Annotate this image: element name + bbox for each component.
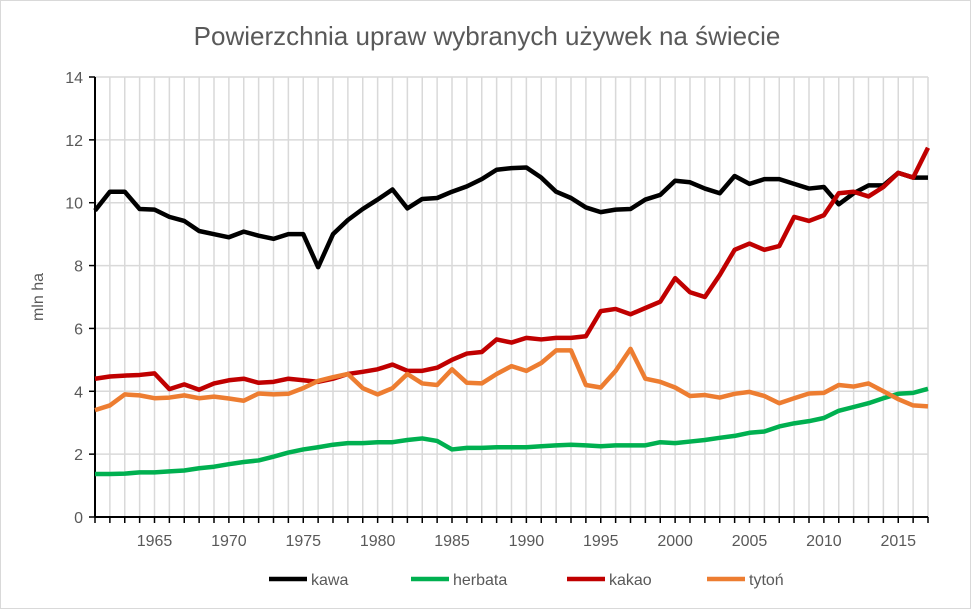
x-tick-label: 1975 <box>285 533 321 550</box>
x-tick-label: 1970 <box>211 533 247 550</box>
y-tick-label: 8 <box>74 259 83 276</box>
legend-label: kakao <box>609 572 652 589</box>
gridlines <box>95 76 929 517</box>
legend-item: kawa <box>269 572 348 589</box>
series-line-kawa <box>93 165 928 270</box>
legend-label: herbata <box>453 572 507 589</box>
series-line-tytoń <box>94 346 929 413</box>
y-tick-label: 10 <box>65 196 83 213</box>
y-tick-label: 0 <box>74 510 83 527</box>
y-axis-label: mln ha <box>30 273 47 321</box>
x-tick-label: 1980 <box>360 533 396 550</box>
x-tick-label: 2010 <box>806 533 842 550</box>
x-tick-label: 1965 <box>137 533 173 550</box>
y-tick-label: 2 <box>74 447 83 464</box>
legend-item: kakao <box>567 572 652 589</box>
axes: 0 2 4 6 8 10 12 14 1965 1970 1975 1980 1985 1990 1995 2… <box>65 70 929 550</box>
x-tick-label: 1995 <box>583 533 619 550</box>
chart-title: Powierzchnia upraw wybranych używek na ś… <box>194 21 781 51</box>
x-tick-label: 1990 <box>509 533 545 550</box>
legend-item: tytoń <box>707 572 784 589</box>
x-tick-label: 1985 <box>434 533 470 550</box>
y-tick-label: 4 <box>74 384 83 401</box>
legend: kawa herbata kakao tytoń <box>269 572 784 589</box>
x-tick-label: 2005 <box>732 533 768 550</box>
y-tick-label: 6 <box>74 321 83 338</box>
legend-item: herbata <box>411 572 507 589</box>
y-tick-label: 12 <box>65 133 83 150</box>
y-tick-label: 14 <box>65 70 83 87</box>
series-line-herbata <box>95 386 929 477</box>
legend-label: tytoń <box>749 572 784 589</box>
series-line-kakao <box>94 146 931 392</box>
legend-label: kawa <box>311 572 348 589</box>
series-lines <box>93 146 931 477</box>
x-tick-label: 2015 <box>880 533 916 550</box>
x-tick-label: 2000 <box>657 533 693 550</box>
